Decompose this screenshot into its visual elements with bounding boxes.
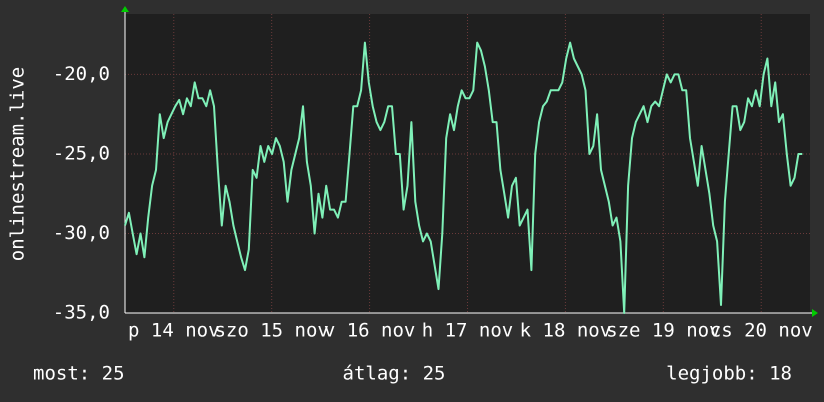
axis-arrow — [812, 309, 818, 317]
series-line — [124, 41, 803, 314]
y-tick-label: -30,0 — [53, 222, 110, 244]
y-axis-label: onlinestream.live — [7, 67, 29, 261]
y-tick-label: -35,0 — [53, 302, 110, 324]
stat: most: 25 — [33, 363, 125, 385]
x-tick-label: sze 19 nov — [606, 320, 720, 342]
plot-area — [125, 14, 810, 313]
x-tick-label: v 16 nov — [324, 320, 416, 342]
x-tick-label: k 18 nov — [520, 320, 612, 342]
x-tick-label: h 17 nov — [422, 320, 514, 342]
y-tick-label: -25,0 — [53, 142, 110, 164]
x-tick-label: cs 20 nov — [710, 320, 813, 342]
stat: átlag: 25 — [343, 363, 446, 385]
x-tick-label: p 14 nov — [128, 320, 220, 342]
stat: legjobb: 18 — [666, 363, 792, 385]
x-tick-label: szo 15 nov — [214, 320, 328, 342]
axis-arrow — [121, 6, 129, 12]
y-tick-label: -20,0 — [53, 63, 110, 85]
